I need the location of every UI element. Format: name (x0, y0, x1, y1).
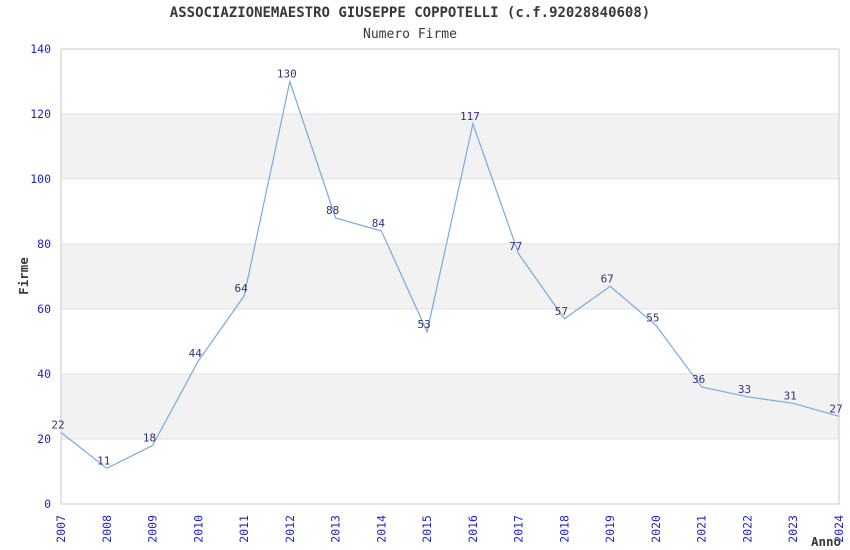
y-tick-label: 40 (37, 367, 51, 381)
y-tick-label: 0 (44, 497, 51, 511)
x-tick-label: 2010 (191, 515, 205, 543)
x-tick-label: 2023 (786, 515, 800, 543)
x-tick-label: 2013 (329, 515, 343, 543)
x-tick-label: 2014 (374, 515, 388, 543)
y-tick-label: 80 (37, 237, 51, 251)
x-tick-label: 2011 (237, 515, 251, 543)
data-point-label: 53 (417, 318, 430, 331)
plot-border (60, 48, 840, 505)
data-point-label: 44 (189, 347, 203, 360)
x-tick-label: 2007 (54, 515, 68, 543)
alt-band (61, 114, 839, 179)
y-axis-title: Firme (16, 257, 31, 295)
data-point-label: 64 (234, 282, 248, 295)
x-tick-label: 2021 (695, 515, 709, 543)
data-point-label: 55 (646, 311, 659, 324)
x-tick-label: 2017 (512, 515, 526, 543)
x-tick-label: 2024 (832, 515, 846, 543)
chart-subtitle: Numero Firme (363, 27, 457, 42)
x-tick-label: 2015 (420, 515, 434, 543)
x-tick-label: 2016 (466, 515, 480, 543)
x-tick-label: 2012 (283, 515, 297, 543)
data-line (60, 79, 840, 470)
alt-band (61, 244, 839, 309)
data-point-label: 27 (829, 402, 842, 415)
data-point-label: 77 (509, 240, 522, 253)
y-tick-label: 120 (30, 107, 51, 121)
x-tick-label: 2019 (603, 515, 617, 543)
data-point-label: 57 (555, 305, 568, 318)
alt-band (61, 374, 839, 439)
data-point-label: 130 (277, 68, 297, 81)
data-point-label: 11 (97, 454, 110, 467)
data-point-label: 36 (692, 373, 705, 386)
data-point-label: 33 (738, 383, 751, 396)
data-point-label: 18 (143, 432, 156, 445)
data-point-label: 22 (51, 419, 64, 432)
y-tick-label: 100 (30, 172, 51, 186)
y-tick-label: 140 (30, 42, 51, 56)
x-tick-label: 2020 (649, 515, 663, 543)
data-point-label: 84 (372, 217, 386, 230)
x-axis-title: Anno (811, 534, 841, 549)
x-tick-label: 2008 (100, 515, 114, 543)
x-tick-label: 2009 (146, 515, 160, 543)
data-point-label: 67 (601, 272, 614, 285)
data-point-label: 88 (326, 204, 339, 217)
y-tick-label: 60 (37, 302, 51, 316)
chart-title: ASSOCIAZIONEMAESTRO GIUSEPPE COPPOTELLI … (169, 5, 651, 21)
y-tick-label: 20 (37, 432, 51, 446)
data-point-label: 31 (784, 389, 797, 402)
x-tick-label: 2022 (741, 515, 755, 543)
data-point-label: 117 (460, 110, 480, 123)
x-tick-label: 2018 (557, 515, 571, 543)
